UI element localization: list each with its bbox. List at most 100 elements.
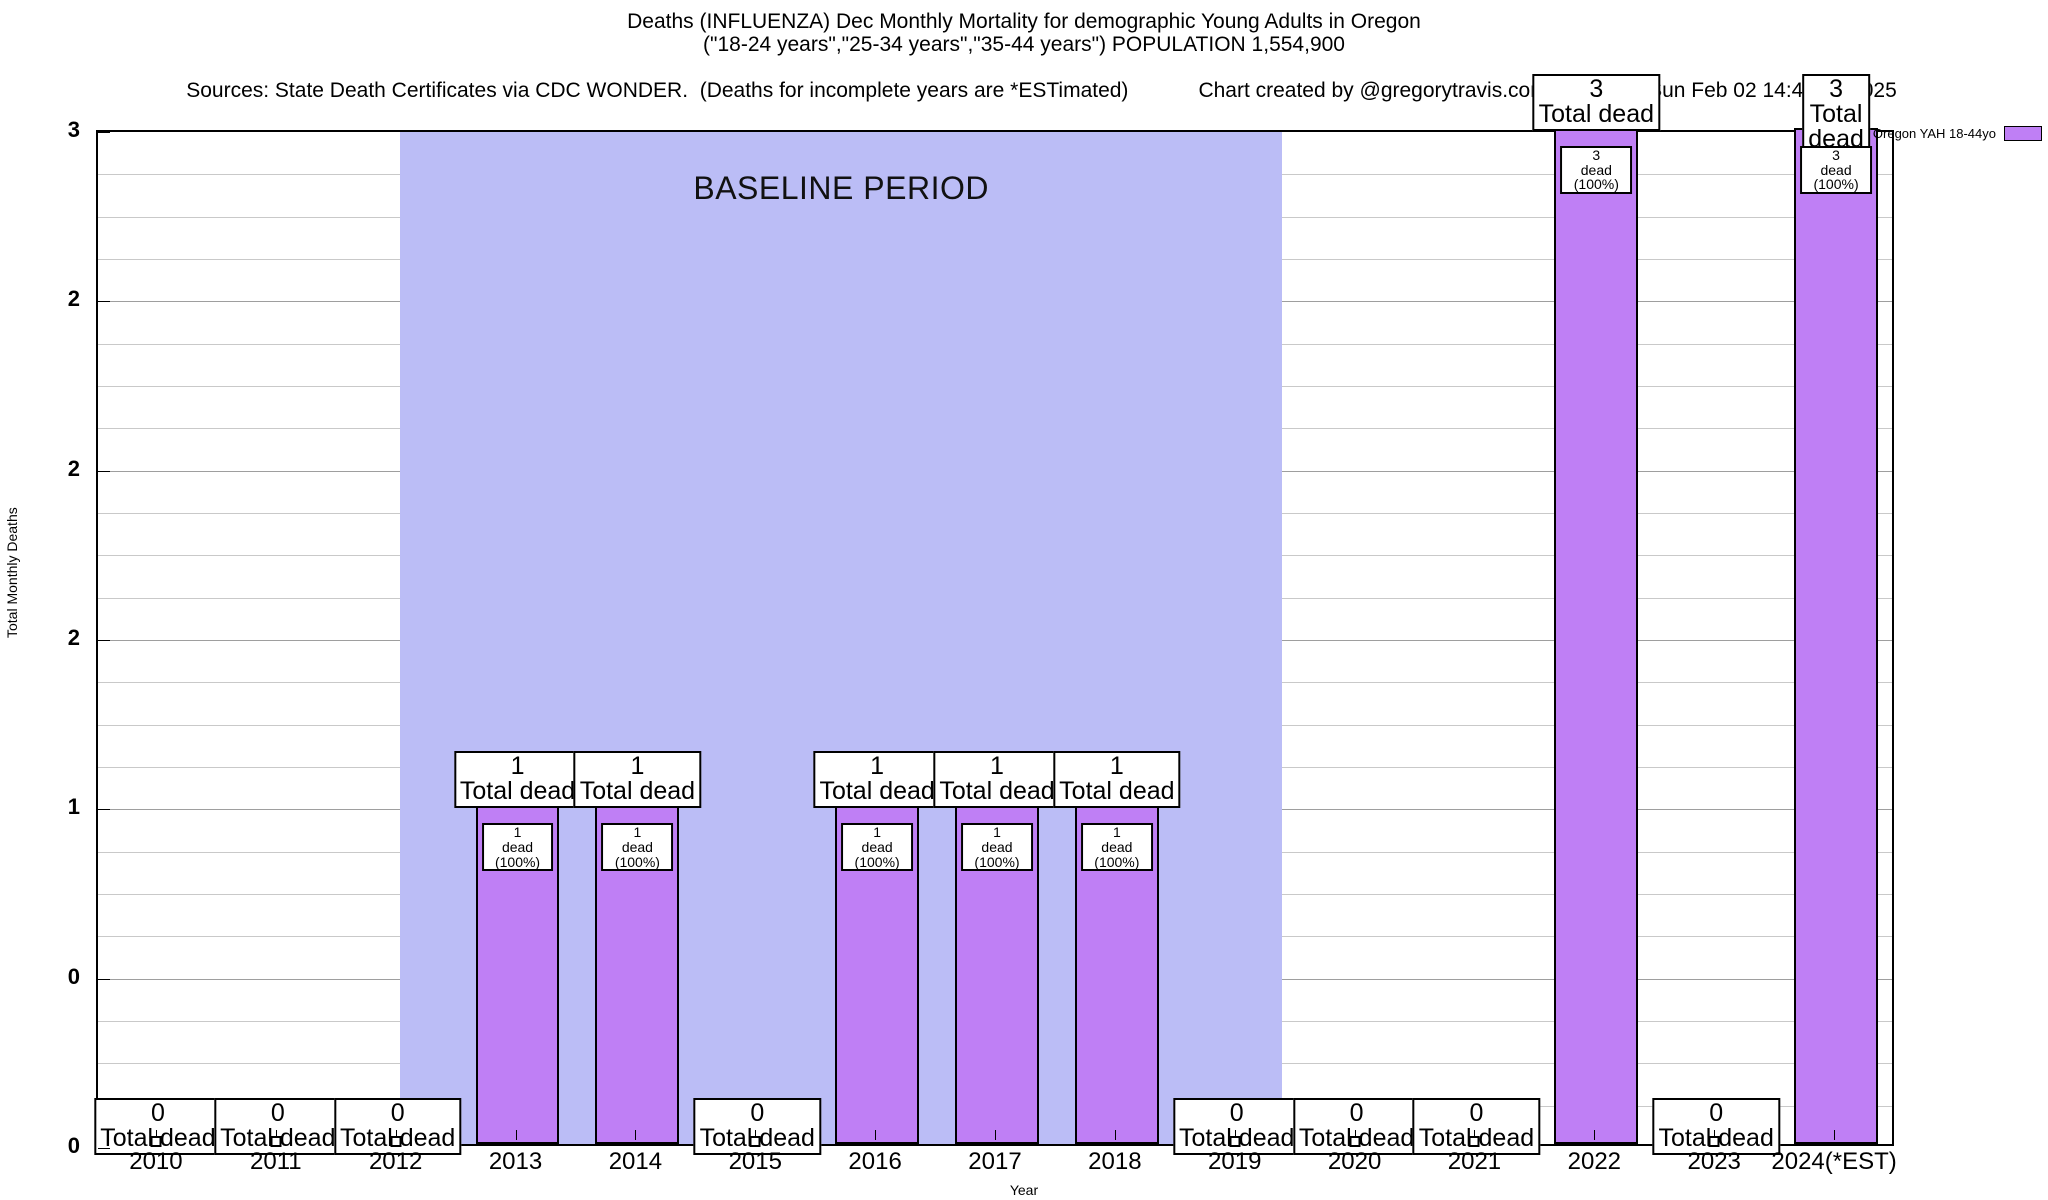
total-dead-value: 0 [1229,1099,1244,1127]
zero-value-marker-2010 [150,1136,162,1147]
x-axis-tick-label-2011: 2011 [249,1148,302,1175]
zero-value-marker-2011 [270,1136,282,1147]
x-axis-tick [1594,1130,1596,1140]
legend-label: Oregon YAH 18-44yo [1872,126,1996,141]
x-axis-tick-label-2023: 2023 [1687,1148,1741,1175]
total-dead-value: 3 [1829,75,1844,103]
x-axis-tick-label-2013: 2013 [488,1148,543,1175]
x-axis-tick [1114,1130,1116,1140]
total-dead-caption: Total dead [939,777,1055,806]
pct-dead-box-2016: 1 dead (100%) [841,823,914,872]
total-dead-box-2018: 1 Total dead [1053,751,1181,809]
x-axis-tick [1234,1130,1236,1140]
x-axis-tick [1834,1130,1836,1140]
pct-dead-caption: dead (100%) [1813,161,1859,193]
total-dead-caption: Total dead [579,777,696,806]
x-axis-tick [1714,1130,1716,1140]
total-dead-value: 1 [1109,752,1124,781]
total-dead-value: 0 [1469,1099,1484,1127]
bar-2024(*EST)[interactable] [1794,128,1879,1144]
y-axis-tick [98,1148,110,1149]
total-dead-value: 0 [390,1099,405,1127]
zero-value-marker-2020 [1349,1136,1361,1147]
y-axis-tick-label: 2 [67,286,80,312]
total-dead-value: 1 [630,752,645,781]
pct-dead-caption: dead (100%) [1094,839,1140,870]
x-axis-tick-label-2020: 2020 [1327,1148,1382,1175]
x-axis-tick [755,1130,757,1140]
total-dead-box-2013: 1 Total dead [453,751,582,809]
chart-title-line-3: Sources: State Death Certificates via CD… [0,56,2048,125]
x-axis-tick [875,1130,877,1140]
total-dead-box-2022: 3 Total dead [1532,74,1661,131]
chart-title-block: Deaths (INFLUENZA) Dec Monthly Mortality… [0,10,2048,125]
y-axis-tick [98,978,110,980]
total-dead-value: 0 [270,1099,285,1127]
x-axis-tick-label-2019: 2019 [1208,1148,1262,1175]
total-dead-value: 0 [1349,1099,1364,1127]
y-axis-tick-label: 0 [67,963,80,989]
y-axis-tick [98,470,110,472]
chart-legend[interactable]: Oregon YAH 18-44yo [1873,126,2042,141]
total-dead-value: 1 [870,752,885,781]
x-axis-tick [275,1130,277,1140]
pct-dead-caption: dead (100%) [1573,161,1619,193]
x-axis-tick-label-2018: 2018 [1088,1148,1142,1175]
pct-dead-box-2022: 3 dead (100%) [1560,146,1633,195]
pct-dead-caption: dead (100%) [614,839,660,870]
pct-dead-caption: dead (100%) [494,839,541,870]
y-axis-tick [98,640,110,641]
zero-value-marker-2019 [1229,1136,1241,1147]
x-axis-tick-label-2012: 2012 [368,1148,423,1175]
y-axis-tick-label: 3 [67,117,80,142]
x-axis: 2010 2011 2012 2013 2014 2015 2016 2017 2018 2019… [96,1130,1897,1200]
total-dead-box-2023: 0 Total dead [1652,1098,1780,1155]
zero-value-marker-2012 [390,1136,402,1147]
chart-title-line-2: ("18-24 years","25-34 years","35-44 year… [703,33,1345,56]
x-axis-tick-label-2021: 2021 [1447,1148,1502,1175]
zero-value-marker-2015 [749,1136,761,1147]
zero-value-marker-2021 [1468,1136,1480,1147]
y-axis-tick [98,809,110,811]
pct-dead-box-2017: 1 dead (100%) [961,823,1033,872]
x-axis-tick-label-2010: 2010 [129,1148,183,1175]
y-axis-tick-label: 1 [67,794,80,820]
x-axis-tick-label-2016: 2016 [848,1148,902,1175]
bar-2022[interactable] [1554,128,1639,1144]
chart-sources-text: Sources: State Death Certificates via CD… [186,79,1129,102]
baseline-period-label: BASELINE PERIOD [693,170,989,206]
x-axis-tick-label-2022: 2022 [1567,1148,1622,1175]
x-axis-tick-label-2024(*EST): 2024(*EST) [1771,1148,1897,1175]
x-axis-tick [995,1130,996,1140]
total-dead-box-2010: 0 Total dead [94,1098,222,1155]
pct-dead-value: 3 [1592,147,1601,163]
pct-dead-value: 1 [873,824,882,841]
total-dead-caption: Total dead [459,777,576,806]
x-axis-tick [1354,1130,1356,1140]
pct-dead-caption: dead (100%) [974,839,1020,870]
total-dead-box-2017: 1 Total dead [933,751,1061,809]
pct-dead-value: 3 [1832,147,1840,163]
x-axis-tick [395,1130,397,1140]
x-axis-tick-label-2015: 2015 [728,1148,782,1175]
total-dead-value: 3 [1589,75,1604,103]
pct-dead-value: 1 [993,824,1001,841]
total-dead-caption: Total dead [1059,777,1175,806]
total-dead-box-2016: 1 Total dead [813,751,941,809]
y-axis-tick-label: 2 [67,625,80,650]
x-axis-tick [515,1130,517,1140]
x-axis-tick [635,1130,637,1140]
total-dead-box-2024(*EST): 3 Total dead [1802,74,1870,156]
chart-title-line-1: Deaths (INFLUENZA) Dec Monthly Mortality… [627,10,1421,33]
total-dead-value: 0 [150,1099,165,1127]
pct-dead-caption: dead (100%) [854,839,900,870]
x-axis-tick [155,1130,157,1140]
total-dead-value: 1 [990,752,1004,781]
x-axis-tick-label-2014: 2014 [608,1148,663,1175]
y-axis-tick-labels: 3 2 2 2 1 0 0 [0,117,90,1158]
pct-dead-value: 1 [633,824,642,841]
legend-color-swatch [2004,126,2042,141]
total-dead-caption: Total dead [819,777,935,806]
x-axis-title: Year [1009,1182,1039,1198]
